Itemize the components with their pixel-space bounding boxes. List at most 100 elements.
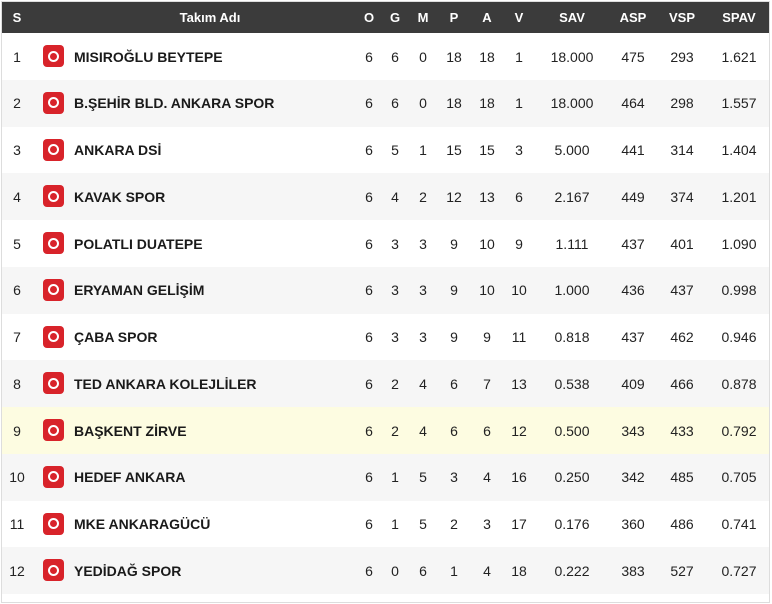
team-name-link[interactable]: B.ŞEHİR BLD. ANKARA SPOR xyxy=(74,95,275,112)
v-cell: 13 xyxy=(511,375,527,392)
table-row[interactable]: 1 MISIROĞLU BEYTEPE 6 6 0 18 18 1 18.000 475 293 1.… xyxy=(2,33,770,80)
rank-cell: 12 xyxy=(9,562,25,579)
header-rank[interactable]: S xyxy=(12,10,22,25)
vsp-cell: 314 xyxy=(670,142,694,158)
v-cell: 6 xyxy=(515,188,523,205)
o-cell: 6 xyxy=(365,562,373,579)
g-cell: 2 xyxy=(391,375,399,392)
header-p[interactable]: P xyxy=(449,10,459,25)
g-cell: 3 xyxy=(391,282,399,299)
table-row[interactable]: 11 MKE ANKARAGÜCÜ 6 1 5 2 3 17 0.176 360 486 0.741 xyxy=(2,501,770,548)
p-cell: 6 xyxy=(450,375,458,392)
spav-cell: 1.404 xyxy=(721,142,757,158)
asp-cell: 441 xyxy=(621,142,645,158)
g-cell: 1 xyxy=(391,469,399,486)
team-name-link[interactable]: HEDEF ANKARA xyxy=(74,469,186,486)
team-name-link[interactable]: POLATLI DUATEPE xyxy=(74,235,203,252)
g-cell: 1 xyxy=(391,516,399,532)
rank-cell: 11 xyxy=(9,516,25,532)
rank-cell: 8 xyxy=(13,375,21,392)
team-name-link[interactable]: ERYAMAN GELİŞİM xyxy=(74,282,205,299)
vsp-cell: 527 xyxy=(670,562,694,579)
header-asp[interactable]: ASP xyxy=(619,10,647,25)
vsp-cell: 485 xyxy=(670,469,694,486)
sav-cell: 1.111 xyxy=(555,235,589,252)
table-row[interactable]: 6 ERYAMAN GELİŞİM 6 3 3 9 10 10 1.000 436 437 0.998 xyxy=(2,266,770,314)
team-name-link[interactable]: KAVAK SPOR xyxy=(74,188,166,205)
team-name-link[interactable]: YEDİDAĞ SPOR xyxy=(74,562,182,579)
header-g[interactable]: G xyxy=(389,10,401,25)
p-cell: 1 xyxy=(450,562,458,579)
header-vsp[interactable]: VSP xyxy=(668,10,695,25)
sav-cell: 1.000 xyxy=(554,282,590,299)
m-cell: 4 xyxy=(419,422,427,439)
sav-cell: 0.222 xyxy=(554,562,590,579)
asp-cell: 383 xyxy=(621,562,645,579)
a-cell: 4 xyxy=(483,469,491,486)
asp-cell: 409 xyxy=(621,375,645,392)
rank-cell: 10 xyxy=(9,469,25,486)
p-cell: 15 xyxy=(446,142,462,158)
team-logo-icon xyxy=(43,325,64,348)
team-logo-icon xyxy=(43,232,64,254)
header-o[interactable]: O xyxy=(363,10,375,25)
table-row[interactable]: 7 ÇABA SPOR 6 3 3 9 9 11 0.818 437 462 0.946 xyxy=(2,314,770,361)
v-cell: 1 xyxy=(515,95,523,112)
m-cell: 0 xyxy=(419,95,427,112)
g-cell: 6 xyxy=(391,48,399,65)
sav-cell: 0.538 xyxy=(554,375,590,392)
header-spav[interactable]: SPAV xyxy=(722,10,756,25)
table-row[interactable]: 8 TED ANKARA KOLEJLİLER 6 2 4 6 7 13 0.538 409 466… xyxy=(2,360,770,408)
header-v[interactable]: V xyxy=(514,10,524,25)
g-cell: 3 xyxy=(391,235,399,252)
p-cell: 9 xyxy=(450,282,458,299)
team-name-link[interactable]: ÇABA SPOR xyxy=(74,329,158,345)
header-sav[interactable]: SAV xyxy=(559,10,585,25)
spav-cell: 1.557 xyxy=(721,95,757,112)
table-row[interactable]: 2 B.ŞEHİR BLD. ANKARA SPOR 6 6 0 18 18 1 18.000 4… xyxy=(2,79,770,127)
table-row[interactable]: 9 BAŞKENT ZİRVE 6 2 4 6 6 12 0.500 343 433 0.792 xyxy=(2,407,770,454)
team-logo-icon xyxy=(43,465,64,488)
team-logo-icon xyxy=(43,559,64,582)
rank-cell: 5 xyxy=(13,235,21,252)
m-cell: 3 xyxy=(419,282,427,299)
team-name-link[interactable]: MISIROĞLU BEYTEPE xyxy=(74,48,223,65)
team-name-link[interactable]: BAŞKENT ZİRVE xyxy=(74,422,187,439)
table-row[interactable]: 12 YEDİDAĞ SPOR 6 0 6 1 4 18 0.222 383 527 0.727 xyxy=(2,547,770,595)
spav-cell: 1.201 xyxy=(721,188,757,205)
o-cell: 6 xyxy=(365,469,373,486)
vsp-cell: 374 xyxy=(670,188,694,205)
v-cell: 11 xyxy=(511,329,527,345)
team-logo-icon xyxy=(43,45,64,67)
m-cell: 3 xyxy=(419,235,427,252)
v-cell: 3 xyxy=(515,142,523,158)
m-cell: 5 xyxy=(419,469,427,486)
m-cell: 2 xyxy=(419,188,427,205)
table-row[interactable]: 3 ANKARA DSİ 6 5 1 15 15 3 5.000 441 314 1.404 xyxy=(2,127,770,174)
p-cell: 18 xyxy=(446,48,462,65)
asp-cell: 475 xyxy=(621,48,645,65)
vsp-cell: 462 xyxy=(670,329,694,345)
asp-cell: 437 xyxy=(621,329,645,345)
team-name-link[interactable]: MKE ANKARAGÜCÜ xyxy=(74,516,211,532)
rank-cell: 3 xyxy=(13,142,21,158)
team-name-link[interactable]: ANKARA DSİ xyxy=(74,142,162,158)
team-name-link[interactable]: TED ANKARA KOLEJLİLER xyxy=(74,375,257,392)
g-cell: 6 xyxy=(391,95,399,112)
team-logo-icon xyxy=(43,512,64,535)
v-cell: 12 xyxy=(511,422,527,439)
spav-cell: 0.727 xyxy=(721,562,757,579)
g-cell: 5 xyxy=(391,142,399,158)
asp-cell: 342 xyxy=(621,469,645,486)
table-row[interactable]: 5 POLATLI DUATEPE 6 3 3 9 10 9 1.111 437 401 1.090 xyxy=(2,220,770,267)
header-team[interactable]: Takım Adı xyxy=(179,10,241,25)
vsp-cell: 298 xyxy=(670,95,694,112)
header-a[interactable]: A xyxy=(482,10,492,25)
spav-cell: 0.741 xyxy=(721,516,757,532)
sav-cell: 0.176 xyxy=(554,516,590,532)
g-cell: 3 xyxy=(391,329,399,345)
table-row[interactable]: 4 KAVAK SPOR 6 4 2 12 13 6 2.167 449 374 1.201 xyxy=(2,173,770,221)
table-row[interactable]: 10 HEDEF ANKARA 6 1 5 3 4 16 0.250 342 485 0.705 xyxy=(2,453,770,501)
header-m[interactable]: M xyxy=(417,10,429,25)
m-cell: 6 xyxy=(419,562,427,579)
